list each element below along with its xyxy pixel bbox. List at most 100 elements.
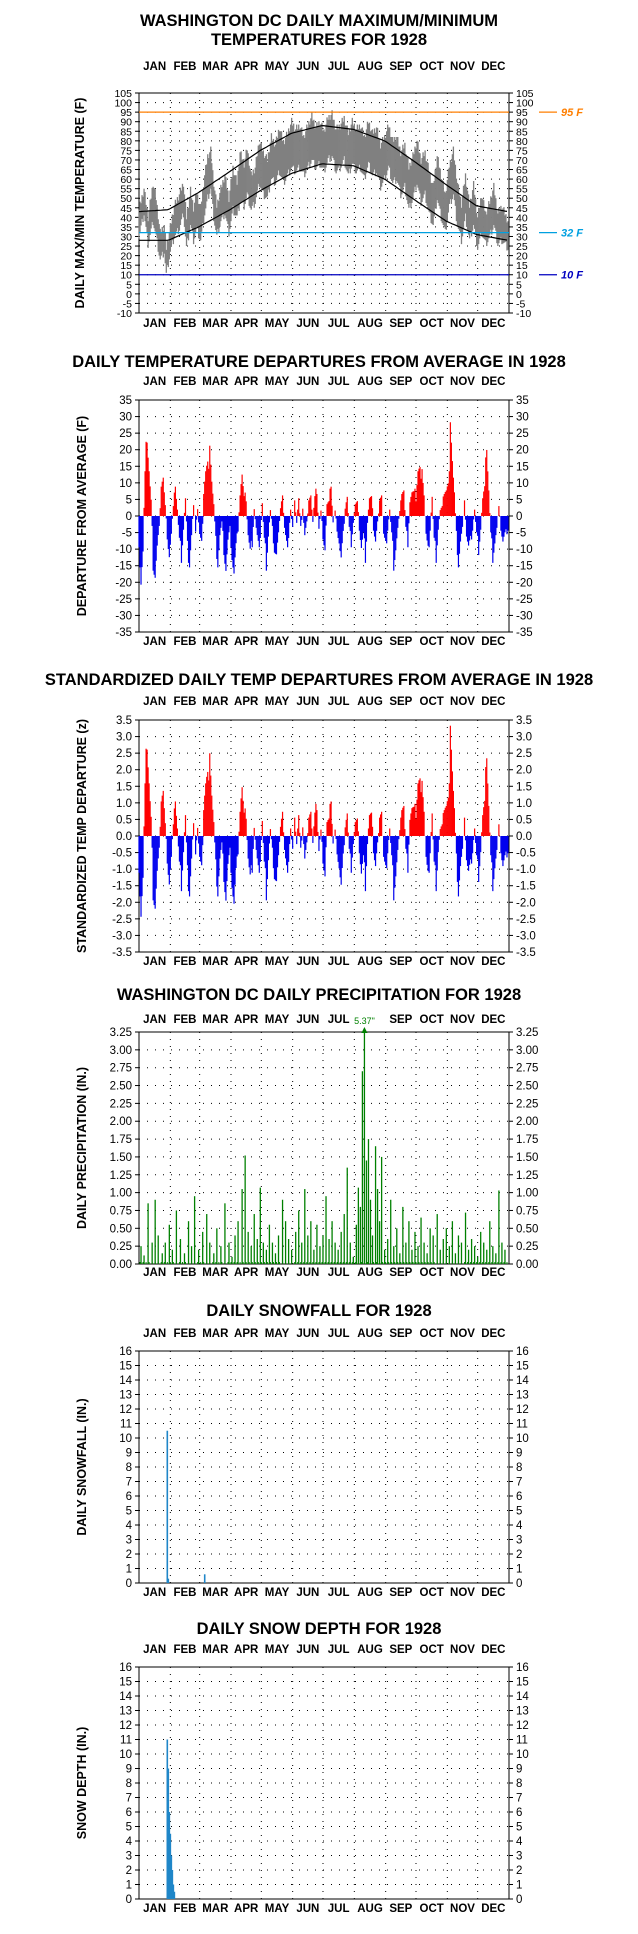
y-tick-label-left: -3.5	[112, 947, 132, 959]
month-label-bottom: NOV	[450, 1587, 475, 1599]
y-tick-label-right: 9	[516, 1764, 522, 1776]
threshold-label: 10 F	[561, 270, 583, 282]
month-label-top: OCT	[420, 1328, 444, 1340]
normal-min-curve	[139, 163, 508, 241]
y-tick-label-right: 2.5	[516, 748, 532, 760]
y-tick-label-right: 0	[516, 1894, 522, 1906]
standardized-chart-title: STANDARDIZED DAILY TEMP DEPARTURES FROM …	[44, 671, 594, 689]
y-tick-label-left: 6	[126, 1807, 132, 1819]
month-label-bottom: DEC	[481, 636, 505, 648]
y-tick-label-left: 95	[120, 107, 132, 119]
y-tick-label-left: -10	[117, 308, 132, 320]
y-tick-label-right: 16	[516, 1346, 529, 1358]
y-tick-label-left: -1.0	[112, 864, 132, 876]
y-tick-label-left: 15	[119, 1361, 132, 1373]
y-tick-label-right: 16	[516, 1662, 529, 1674]
y-tick-label-right: -5	[516, 528, 526, 540]
month-label-top: NOV	[450, 1328, 475, 1340]
month-label-bottom: APR	[234, 636, 259, 648]
y-tick-label-right: 1.5	[516, 781, 532, 793]
month-label-top: DEC	[481, 376, 505, 388]
temperature-chart-subtitle: TEMPERATURES FOR 1928	[210, 31, 428, 49]
month-label-top: SEP	[389, 1328, 412, 1340]
month-label-top: MAR	[202, 1644, 229, 1656]
month-label-top: OCT	[420, 696, 444, 708]
month-label-bottom: JUN	[296, 956, 319, 968]
y-tick-label-left: -35	[115, 627, 132, 639]
y-tick-label-right: 12	[516, 1404, 529, 1416]
y-tick-label-left: 12	[119, 1404, 132, 1416]
month-label-top: MAR	[202, 61, 229, 73]
y-tick-label-left: 0	[126, 289, 132, 301]
month-label-bottom: SEP	[389, 1587, 412, 1599]
month-label-top: JUL	[328, 696, 350, 708]
y-tick-label-left: 35	[120, 222, 132, 234]
y-tick-label-left: 3.0	[116, 732, 132, 744]
y-tick-label-right: 50	[516, 193, 528, 205]
month-label-top: JAN	[143, 1328, 166, 1340]
month-label-bottom: DEC	[481, 1267, 505, 1279]
month-label-bottom: AUG	[357, 1587, 383, 1599]
y-tick-label-right: 2.0	[516, 765, 532, 777]
y-tick-label-right: 1	[516, 1880, 522, 1892]
y-tick-label-right: 60	[516, 174, 528, 186]
month-label-top: JAN	[143, 376, 166, 388]
y-tick-label-left: 1.50	[110, 1152, 132, 1164]
month-label-top: OCT	[420, 1014, 444, 1026]
y-tick-label-left: 2.0	[116, 765, 132, 777]
y-tick-label-left: 75	[120, 145, 132, 157]
y-tick-label-left: 9	[126, 1448, 132, 1460]
month-label-top: OCT	[420, 61, 444, 73]
month-label-top: JUN	[296, 1328, 319, 1340]
month-label-top: SEP	[389, 376, 412, 388]
month-label-top: SEP	[389, 1644, 412, 1656]
y-tick-label-right: 10	[516, 1433, 529, 1445]
month-label-bottom: OCT	[420, 318, 444, 330]
month-label-top: FEB	[173, 696, 196, 708]
y-tick-label-right: -25	[516, 594, 533, 606]
y-tick-label-left: 1	[126, 1880, 132, 1892]
month-label-bottom: JAN	[143, 636, 166, 648]
y-tick-label-right: 3.00	[516, 1045, 538, 1057]
month-label-bottom: OCT	[420, 1903, 444, 1915]
y-tick-label-left: 65	[120, 165, 132, 177]
y-tick-label-left: 12	[119, 1720, 132, 1732]
y-tick-label-right: 1.25	[516, 1170, 538, 1182]
y-tick-label-right: 30	[516, 231, 528, 243]
month-label-top: OCT	[420, 376, 444, 388]
month-label-bottom: MAY	[265, 318, 290, 330]
month-label-top: MAY	[265, 376, 290, 388]
y-axis-label: DAILY PRECIPITATION (IN.)	[75, 1067, 89, 1229]
temperature-chart-title: WASHINGTON DC DAILY MAXIMUM/MINIMUM	[139, 12, 499, 30]
y-tick-label-right: 2	[516, 1865, 522, 1877]
month-label-bottom: JUL	[328, 1267, 350, 1279]
y-tick-label-right: -30	[516, 610, 533, 622]
y-tick-label-right: -3.5	[516, 947, 536, 959]
y-tick-label-right: 3	[516, 1535, 522, 1547]
y-tick-label-right: 40	[516, 212, 528, 224]
month-label-top: SEP	[389, 61, 412, 73]
y-tick-label-left: -2.0	[112, 897, 132, 909]
y-tick-label-right: 5	[516, 1822, 522, 1834]
month-label-top: DEC	[481, 1328, 505, 1340]
y-tick-label-left: -2.5	[112, 914, 132, 926]
y-tick-label-right: 13	[516, 1390, 529, 1402]
y-tick-label-left: 2	[126, 1549, 132, 1561]
y-tick-label-left: 2.25	[110, 1098, 132, 1110]
y-tick-label-left: 45	[120, 203, 132, 215]
y-tick-label-left: 2.00	[110, 1116, 132, 1128]
month-label-bottom: MAR	[202, 1267, 229, 1279]
y-tick-label-left: 14	[119, 1691, 132, 1703]
month-label-top: JUL	[328, 1014, 350, 1026]
y-tick-label-left: 50	[120, 193, 132, 205]
y-tick-label-right: 35	[516, 222, 528, 234]
month-label-bottom: JAN	[143, 956, 166, 968]
y-tick-label-left: 1.25	[110, 1170, 132, 1182]
month-label-bottom: FEB	[173, 318, 196, 330]
y-tick-label-right: 11	[516, 1419, 528, 1431]
month-label-top: DEC	[481, 61, 505, 73]
y-tick-label-left: 30	[120, 231, 132, 243]
y-tick-label-left: -1.5	[112, 881, 132, 893]
departure-panel: DAILY TEMPERATURE DEPARTURES FROM AVERAG…	[0, 0, 638, 660]
